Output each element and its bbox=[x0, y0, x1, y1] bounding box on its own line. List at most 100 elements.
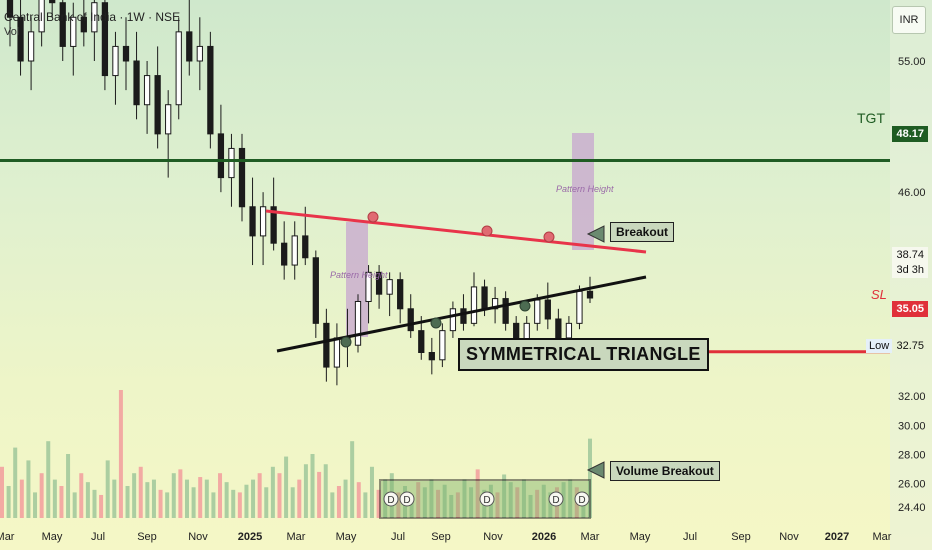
candle-body-up bbox=[175, 31, 182, 106]
candle bbox=[59, 0, 66, 61]
candle bbox=[165, 90, 172, 178]
volume-bar bbox=[376, 489, 381, 518]
pivot-markers bbox=[340, 211, 605, 479]
time-axis[interactable]: Mar May Jul Sep Nov 2025 Mar May Jul Sep Nov 2026 Ma… bbox=[0, 531, 892, 543]
candle bbox=[312, 250, 319, 338]
volume-bar bbox=[251, 479, 256, 518]
low-price-tag: 32.75 bbox=[896, 340, 924, 352]
volume-bar bbox=[449, 494, 454, 518]
candle bbox=[143, 61, 151, 134]
candle-body-down bbox=[217, 133, 225, 179]
candle bbox=[365, 265, 372, 324]
breakout-callout: Breakout bbox=[610, 222, 675, 242]
candle-body-up bbox=[27, 31, 35, 62]
volume-breakout-arrow-icon bbox=[586, 461, 605, 479]
price-tick-label: 30.00 bbox=[898, 420, 926, 432]
candle-body-down bbox=[122, 45, 130, 62]
candle bbox=[281, 221, 288, 280]
symbol-title[interactable]: Central Bank of India · 1W · NSE bbox=[4, 10, 181, 24]
volume-bar bbox=[158, 489, 163, 518]
candle bbox=[407, 294, 414, 338]
volume-bar bbox=[455, 492, 460, 518]
pattern-height-label-1: Pattern Height bbox=[330, 270, 388, 280]
dividend-marker-icon bbox=[574, 491, 590, 507]
candle-body-up bbox=[38, 0, 45, 33]
volume-bar bbox=[548, 492, 553, 518]
candle-body-down bbox=[207, 45, 214, 135]
volume-bar bbox=[132, 473, 137, 518]
candle bbox=[333, 323, 341, 386]
volume-bar bbox=[535, 489, 540, 518]
candle bbox=[207, 31, 214, 149]
volume-bar bbox=[270, 466, 275, 518]
volume-bar bbox=[125, 486, 130, 518]
candle-body-up bbox=[365, 271, 372, 302]
candle bbox=[49, 0, 56, 18]
candle-body-up bbox=[534, 299, 541, 324]
candle-body-down bbox=[407, 308, 414, 332]
volume-bar bbox=[396, 492, 401, 518]
candle bbox=[101, 0, 109, 91]
time-tick-label: Jul bbox=[683, 531, 697, 543]
dividend-marker-icon bbox=[548, 491, 564, 507]
time-tick-label: Mar bbox=[287, 531, 306, 543]
dividend-marker-label: D bbox=[387, 495, 394, 506]
volume-bar bbox=[588, 438, 592, 518]
price-tick-label: 55.00 bbox=[898, 56, 926, 68]
currency-badge[interactable]: INR bbox=[892, 6, 926, 34]
volume-bar bbox=[26, 460, 31, 518]
volume-bar bbox=[151, 479, 156, 518]
time-tick-label: Sep bbox=[431, 531, 451, 543]
candle-body-up bbox=[112, 45, 119, 77]
pattern-height-boxes bbox=[346, 133, 594, 337]
candle bbox=[544, 282, 551, 330]
pivot-high-marker bbox=[543, 231, 555, 243]
candle bbox=[323, 308, 330, 382]
candle-body-up bbox=[291, 235, 298, 266]
candle-body-down bbox=[481, 286, 488, 310]
volume-bar bbox=[231, 489, 236, 518]
candle-body-down bbox=[586, 290, 594, 299]
candle-body-up bbox=[386, 279, 393, 295]
candle-body-down bbox=[312, 257, 319, 324]
symbol-header[interactable]: Central Bank of India · 1W · NSE Vol bbox=[4, 10, 180, 38]
candle-body-down bbox=[49, 0, 56, 4]
candle-body-up bbox=[565, 322, 573, 339]
time-tick-label: May bbox=[630, 531, 651, 543]
candle bbox=[133, 31, 140, 120]
volume-bar bbox=[521, 479, 526, 518]
candle bbox=[186, 0, 193, 76]
volume-bar bbox=[561, 482, 566, 518]
candle-body-up bbox=[449, 308, 457, 332]
candle-body-up bbox=[439, 330, 446, 361]
volume-bar bbox=[416, 482, 421, 518]
candle-body-up bbox=[259, 206, 267, 237]
dividend-marker-label: D bbox=[483, 495, 490, 506]
candle-body-down bbox=[428, 352, 435, 361]
low-label: Low bbox=[866, 339, 893, 353]
volume-bar bbox=[343, 479, 348, 518]
candle bbox=[122, 17, 130, 91]
volume-bar bbox=[66, 454, 71, 518]
volume-bar bbox=[99, 494, 104, 518]
trendlines bbox=[265, 209, 647, 353]
volume-bar bbox=[330, 492, 335, 518]
candle-body-up bbox=[470, 286, 478, 324]
time-tick-label: Sep bbox=[731, 531, 751, 543]
pattern-title: SYMMETRICAL TRIANGLE bbox=[458, 338, 709, 371]
candle bbox=[449, 301, 457, 338]
candle-body-down bbox=[101, 2, 109, 77]
candle bbox=[428, 337, 435, 375]
candle bbox=[259, 192, 267, 266]
tgt-label: TGT bbox=[857, 110, 885, 126]
candle-body-down bbox=[281, 242, 288, 266]
price-tick-label: 26.00 bbox=[898, 479, 926, 491]
volume-bar bbox=[72, 492, 77, 518]
dividend-marker-label: D bbox=[403, 495, 410, 506]
volume-bar bbox=[310, 454, 315, 518]
candle-body-up bbox=[354, 300, 362, 346]
candle-body-down bbox=[418, 330, 425, 354]
candle bbox=[38, 0, 45, 47]
